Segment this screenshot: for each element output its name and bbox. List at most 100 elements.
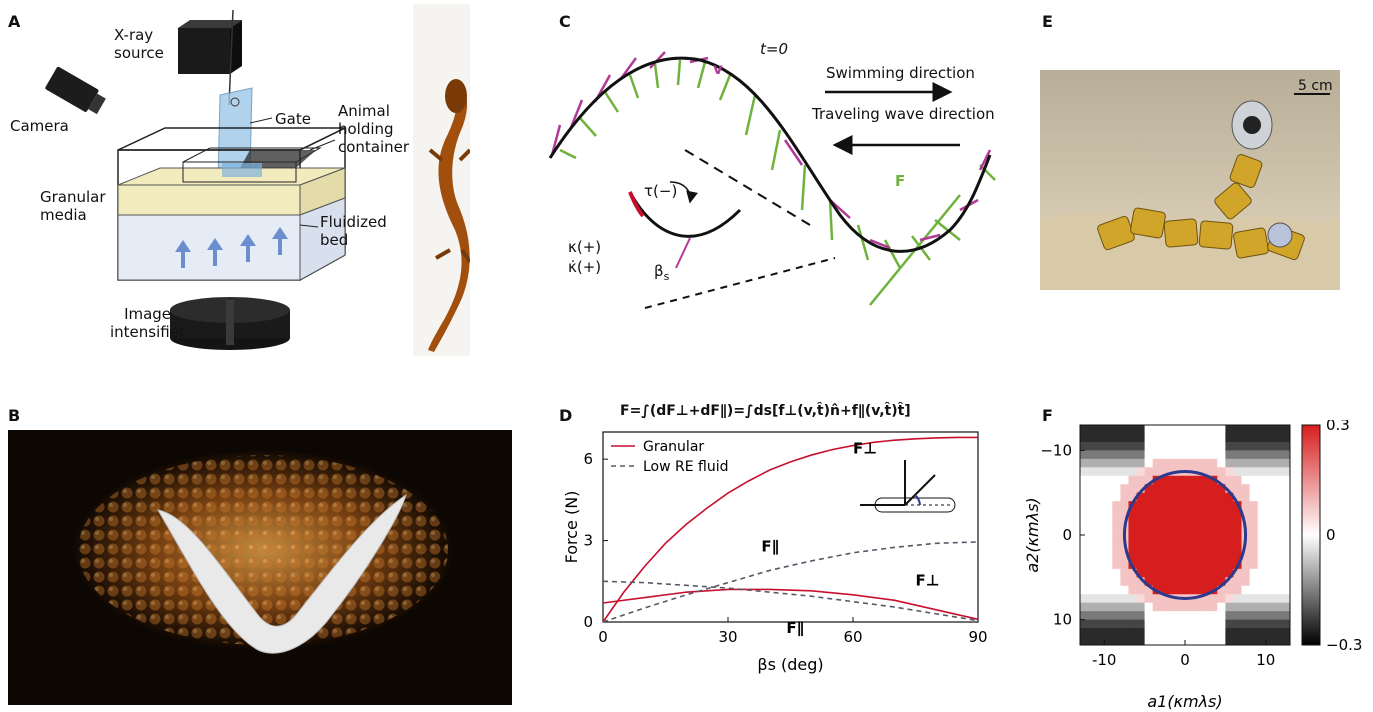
heatmap-cell (1217, 535, 1226, 544)
heatmap-cell (1160, 518, 1170, 528)
heatmap-cell (1273, 619, 1283, 629)
colorbar (1301, 424, 1321, 646)
heatmap-cell (1185, 509, 1194, 519)
y-tick-label: 0 (1062, 526, 1072, 544)
panel-letter-e: E (1042, 12, 1053, 31)
heatmap-cell (1217, 594, 1226, 604)
heatmap-cell (1168, 636, 1178, 646)
heatmap-cell (1112, 535, 1121, 544)
heatmap-cell (1185, 475, 1194, 485)
heatmap-cell (1193, 560, 1202, 570)
heatmap-cell (1209, 568, 1218, 578)
heatmap-cell (1265, 475, 1275, 485)
kappa-dot-label: κ̇(+) (568, 258, 602, 276)
heatmap-cell (1080, 475, 1089, 485)
heatmap-cell (1185, 458, 1194, 468)
heatmap-cell (1080, 628, 1089, 638)
heatmap-cell (1265, 619, 1275, 629)
heatmap-cell (1257, 501, 1267, 511)
heatmap-cell (1249, 535, 1259, 544)
heatmap-cell (1168, 585, 1178, 595)
y-tick-label: 0 (583, 613, 593, 631)
heatmap-cell (1249, 602, 1259, 612)
heatmap-cell (1225, 467, 1234, 477)
heatmap-cell (1088, 611, 1097, 621)
series-label: F⊥ (853, 440, 877, 458)
force-equation: F=∫(dF⊥+dF∥)=∫ds[f⊥(v,t̂)n̂+f∥(v,t̂)t̂] (620, 403, 911, 419)
heatmap-cell (1185, 585, 1194, 595)
heatmap-cell (1185, 484, 1194, 494)
heatmap-cell (1176, 501, 1186, 511)
heatmap-cell (1273, 594, 1283, 604)
heatmap-cell (1176, 560, 1186, 570)
series-label: F⊥ (916, 571, 940, 589)
heatmap-cell (1209, 492, 1218, 502)
heatmap-cell (1112, 526, 1121, 536)
heatmap-cell (1080, 467, 1089, 477)
heatmap-cell (1120, 475, 1129, 485)
heatmap-cell (1273, 560, 1283, 570)
heatmap-cell (1168, 560, 1178, 570)
heatmap-cell (1120, 560, 1129, 570)
heatmap-cell (1281, 458, 1291, 468)
heatmap-cell (1257, 450, 1267, 460)
heatmap-cell (1281, 619, 1291, 629)
heatmap-cell (1168, 518, 1178, 528)
heatmap-cell (1128, 425, 1138, 434)
heatmap-cell (1217, 518, 1226, 528)
heatmap-cell (1273, 492, 1283, 502)
heatmap-cell (1233, 602, 1243, 612)
heatmap-cell (1265, 526, 1275, 536)
heatmap-cell (1241, 611, 1251, 621)
heatmap-cell (1193, 535, 1202, 544)
heatmap-cell (1144, 619, 1154, 629)
heatmap-cell (1241, 602, 1251, 612)
heatmap-cell (1176, 492, 1186, 502)
heatmap-cell (1128, 619, 1138, 629)
heatmap-cell (1273, 509, 1283, 519)
heatmap-cell (1112, 450, 1121, 460)
heatmap-cell (1080, 458, 1089, 468)
heatmap-cell (1128, 594, 1138, 604)
heatmap-cell (1193, 526, 1202, 536)
heatmap-cell (1265, 602, 1275, 612)
heatmap-cell (1273, 585, 1283, 595)
heatmap-cell (1233, 543, 1243, 553)
heatmap-cell (1128, 628, 1138, 638)
heatmap-cell (1112, 577, 1121, 587)
x-tick-label: -10 (1092, 651, 1117, 669)
heatmap-cell (1257, 611, 1267, 621)
heatmap-cell (1080, 450, 1089, 460)
heatmap-cell (1168, 475, 1178, 485)
heatmap-cell (1096, 518, 1105, 528)
heatmap-cell (1193, 568, 1202, 578)
heatmap-cell (1257, 585, 1267, 595)
heatmap-cell (1185, 526, 1194, 536)
heatmap-cell (1144, 475, 1154, 485)
heatmap-cell (1160, 484, 1170, 494)
heatmap-cell (1144, 551, 1154, 561)
heatmap-cell (1265, 560, 1275, 570)
heatmap-cell (1104, 628, 1113, 638)
heatmap-cell (1104, 484, 1113, 494)
heatmap-cell (1128, 484, 1138, 494)
heatmap-cell (1241, 628, 1251, 638)
heatmap-cell (1193, 475, 1202, 485)
heatmap-cell (1120, 458, 1129, 468)
heatmap-cell (1096, 543, 1105, 553)
heatmap-cell (1193, 628, 1202, 638)
heatmap-cell (1249, 501, 1259, 511)
heatmap-cell (1144, 450, 1154, 460)
inset-angle-arc (914, 494, 921, 506)
heatmap-cell (1152, 594, 1162, 604)
heatmap-cell (1128, 611, 1138, 621)
heatmap-cell (1193, 450, 1202, 460)
heatmap-cell (1249, 467, 1259, 477)
heatmap-cell (1080, 433, 1089, 443)
heatmap-cell (1241, 577, 1251, 587)
heatmap-cell (1176, 458, 1186, 468)
legend-label: Granular (643, 439, 704, 455)
heatmap-cell (1257, 484, 1267, 494)
heatmap-cell (1096, 475, 1105, 485)
heatmap-cell (1088, 425, 1097, 434)
